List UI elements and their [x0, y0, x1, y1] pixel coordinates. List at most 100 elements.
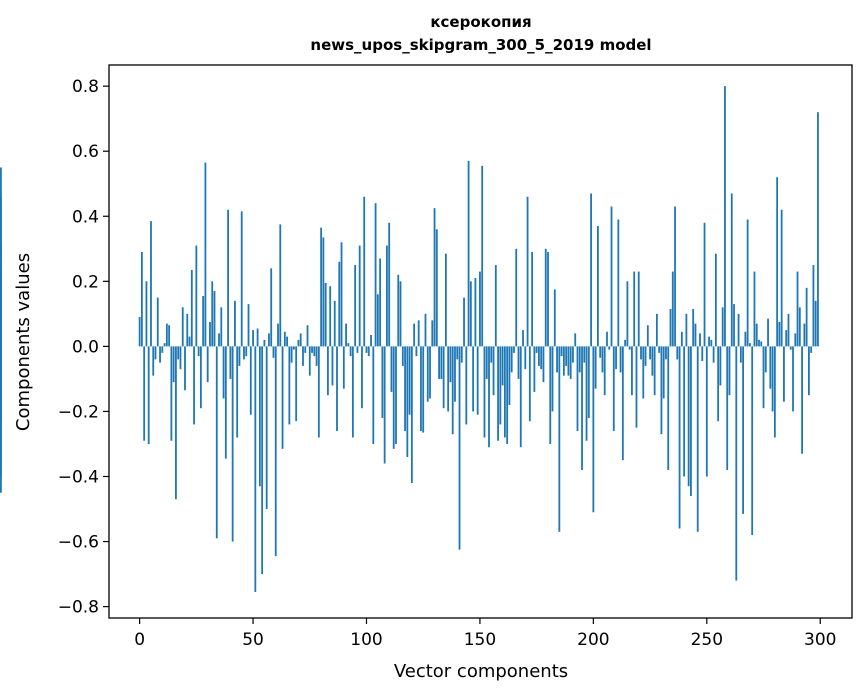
- bar: [817, 112, 819, 347]
- bar: [370, 334, 372, 347]
- bar: [506, 346, 509, 444]
- bar: [773, 346, 776, 438]
- bar: [801, 346, 803, 454]
- bar: [510, 346, 513, 373]
- bar: [274, 346, 277, 557]
- bar: [383, 346, 386, 464]
- bar: [168, 325, 171, 347]
- bar: [354, 265, 357, 347]
- bar: [592, 346, 595, 513]
- bar: [472, 346, 475, 412]
- y-tick-label: 0.2: [72, 272, 99, 292]
- bar: [708, 336, 710, 347]
- bar: [755, 323, 758, 347]
- bar: [728, 346, 731, 396]
- bar: [789, 346, 792, 350]
- bar: [320, 227, 323, 347]
- bar: [694, 323, 697, 347]
- bar: [238, 346, 241, 366]
- y-tick-label: 0.4: [72, 207, 99, 227]
- bar: [258, 346, 261, 487]
- bar: [240, 211, 243, 347]
- chart-subtitle: news_upos_skipgram_300_5_2019 model: [310, 36, 651, 54]
- bar: [733, 304, 735, 347]
- bar: [236, 346, 239, 438]
- y-tick-label: 0.0: [72, 337, 99, 357]
- x-axis-label: Vector components: [394, 661, 568, 682]
- bar: [481, 165, 484, 347]
- bar: [424, 313, 427, 347]
- bar: [758, 339, 760, 347]
- bar: [803, 323, 806, 347]
- bar: [447, 346, 450, 412]
- bar: [181, 307, 184, 347]
- bar: [533, 346, 536, 392]
- bar: [642, 346, 645, 399]
- bar: [451, 346, 454, 435]
- bar: [690, 346, 692, 497]
- bar: [767, 318, 769, 347]
- bar: [397, 274, 400, 347]
- bar: [213, 291, 216, 347]
- bar: [340, 242, 343, 347]
- bar: [143, 346, 146, 441]
- bar: [594, 346, 597, 389]
- bar: [222, 346, 225, 399]
- bar: [204, 162, 207, 347]
- bar: [710, 339, 713, 347]
- bar: [744, 331, 747, 347]
- bar: [413, 323, 416, 347]
- bar: [792, 346, 794, 412]
- bar: [338, 261, 341, 347]
- bar: [317, 346, 320, 438]
- bar: [488, 346, 490, 448]
- bar: [762, 346, 765, 409]
- bar: [145, 281, 148, 347]
- bar: [628, 346, 631, 350]
- bar: [771, 346, 774, 412]
- bar: [186, 313, 189, 347]
- x-tick-label: 100: [350, 630, 382, 650]
- bar: [333, 300, 336, 347]
- bar: [631, 346, 633, 396]
- bar: [492, 346, 495, 396]
- bar: [519, 346, 522, 448]
- bar: [796, 271, 799, 347]
- bar: [737, 313, 740, 347]
- bar: [220, 307, 223, 347]
- bar: [308, 346, 311, 376]
- bar: [465, 346, 468, 425]
- bar: [324, 282, 327, 347]
- bar: [365, 346, 368, 353]
- bar: [651, 346, 654, 376]
- bar: [676, 346, 679, 360]
- bar: [372, 346, 375, 444]
- bar: [583, 346, 586, 363]
- bar: [429, 346, 431, 399]
- bar: [202, 295, 205, 347]
- bar: [306, 325, 309, 347]
- bar: [535, 346, 538, 353]
- bar: [227, 209, 230, 347]
- bar: [243, 346, 245, 360]
- bar: [653, 346, 656, 396]
- bar: [302, 346, 304, 366]
- bar: [288, 346, 291, 425]
- bar: [739, 346, 742, 363]
- bar: [376, 294, 379, 347]
- bar: [692, 308, 695, 347]
- bar: [460, 346, 463, 363]
- bar: [454, 346, 456, 402]
- bar: [218, 333, 220, 347]
- bar: [538, 346, 540, 366]
- bar: [138, 317, 141, 347]
- bar: [367, 346, 370, 357]
- bar: [172, 346, 175, 383]
- bar: [444, 253, 447, 347]
- bar: [658, 346, 661, 353]
- bar: [177, 346, 180, 360]
- bar: [265, 346, 268, 510]
- bar: [615, 346, 617, 370]
- bar: [410, 346, 413, 483]
- bar: [712, 346, 715, 363]
